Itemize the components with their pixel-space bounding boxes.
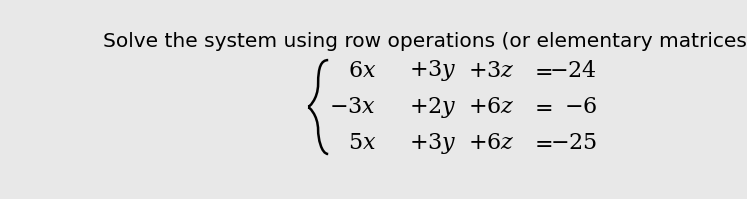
Text: $+3y$: $+3y$: [409, 58, 456, 83]
Text: $+2y$: $+2y$: [409, 95, 456, 120]
Text: $+6z$: $+6z$: [468, 97, 514, 117]
Text: $6x$: $6x$: [348, 61, 376, 81]
Text: $=$: $=$: [530, 97, 553, 117]
Text: $+3y$: $+3y$: [409, 131, 456, 156]
Text: $-3x$: $-3x$: [329, 97, 376, 117]
Text: Solve the system using row operations (or elementary matrices).: Solve the system using row operations (o…: [102, 32, 747, 51]
Text: $=$: $=$: [530, 133, 553, 153]
Text: $+3z$: $+3z$: [468, 61, 514, 81]
Text: $=$: $=$: [530, 61, 553, 81]
Text: $5x$: $5x$: [348, 133, 376, 153]
Text: $+6z$: $+6z$: [468, 133, 514, 153]
Text: $-25$: $-25$: [550, 133, 597, 153]
Text: $-6$: $-6$: [564, 97, 597, 117]
Text: $-24$: $-24$: [549, 60, 597, 81]
